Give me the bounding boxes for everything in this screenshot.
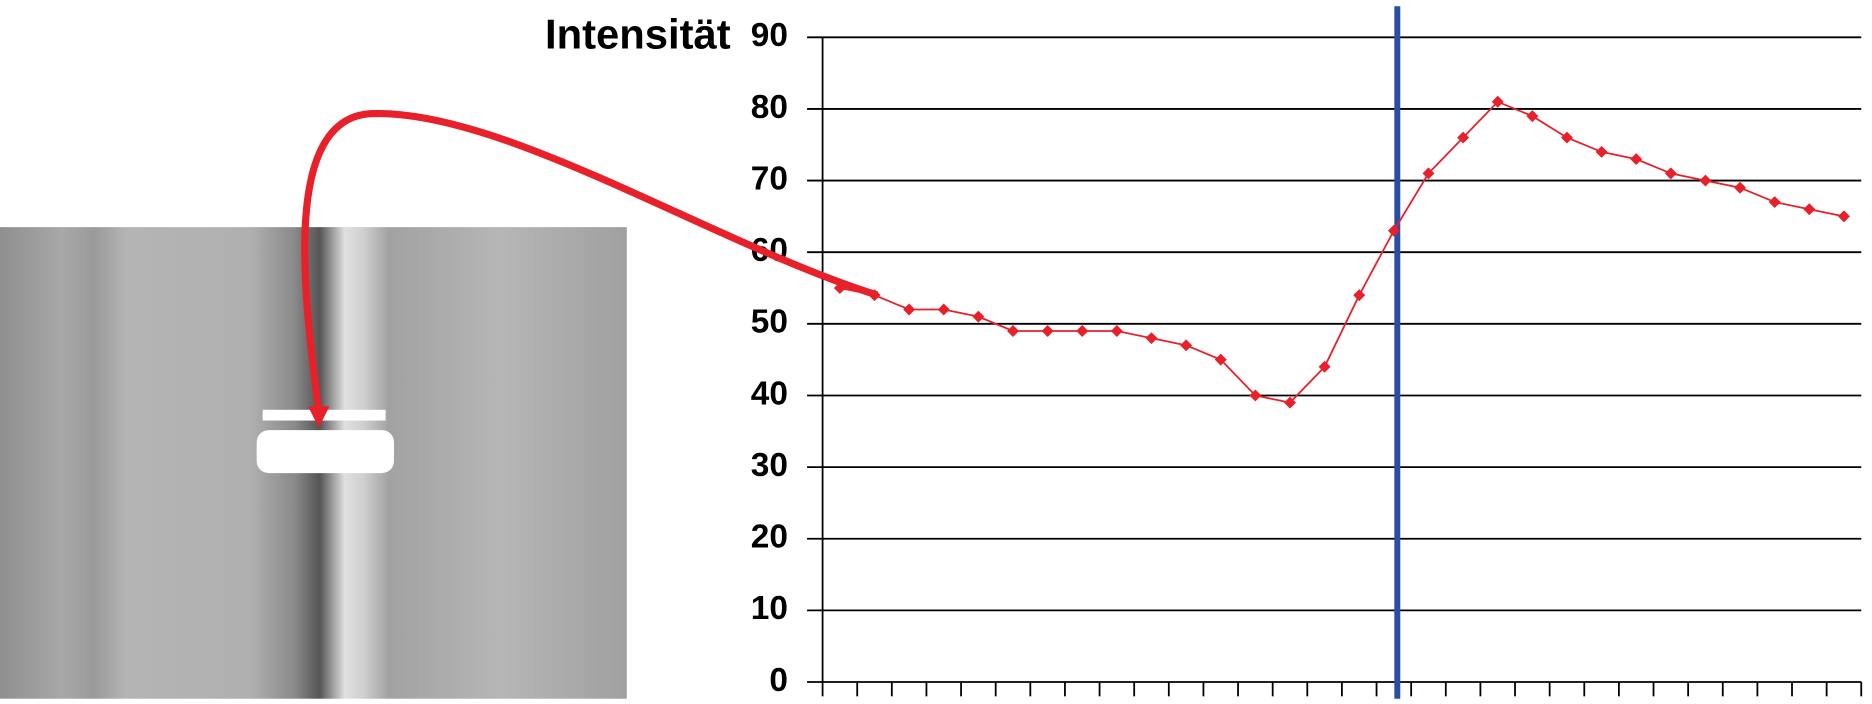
y-tick-label: 70 [751,160,788,197]
data-point [903,304,915,316]
y-tick-label: 50 [751,304,788,341]
y-axis-title: Intensität [545,10,731,57]
page: Intensität 0102030405060708090 [0,0,1872,699]
data-point [1630,153,1642,165]
data-point [1734,182,1746,194]
data-point [1699,175,1711,187]
y-tick-label: 90 [751,17,788,54]
y-tick-label: 80 [751,89,788,126]
data-point [1180,339,1192,351]
data-point [1561,132,1573,144]
data-point [972,311,984,323]
y-tick-label: 20 [751,519,788,556]
data-point [1526,110,1538,122]
data-point [1076,325,1088,337]
y-tick-label: 30 [751,447,788,484]
data-point [1353,289,1365,301]
data-point [1596,146,1608,158]
y-tick-label: 40 [751,375,788,412]
data-point [1803,203,1815,215]
data-point [1007,325,1019,337]
data-point [1838,210,1850,222]
data-point [1665,167,1677,179]
y-tick-label: 10 [751,590,788,627]
data-point [1111,325,1123,337]
micrograph [0,227,627,699]
y-tick-label: 0 [769,662,788,699]
data-point [1042,325,1054,337]
data-point [1146,332,1158,344]
data-point [1769,196,1781,208]
data-point [938,304,950,316]
